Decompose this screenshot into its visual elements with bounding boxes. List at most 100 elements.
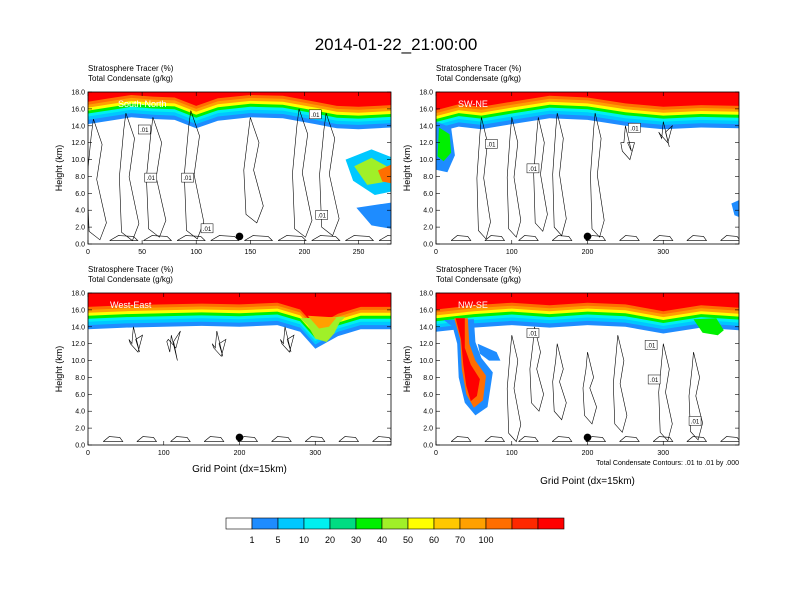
colorbar-label: 20 bbox=[325, 535, 335, 545]
condensate-contour-1 bbox=[506, 335, 522, 443]
x-tick-label: 250 bbox=[353, 249, 365, 256]
tracer-patch-green bbox=[693, 318, 724, 336]
panel-subtitle-condensate: Total Condensate (g/kg) bbox=[88, 275, 173, 284]
plot-frame bbox=[87, 91, 392, 245]
contour-label-box bbox=[647, 374, 661, 385]
contour-label: .01 bbox=[529, 332, 538, 338]
y-tick-label: 2.0 bbox=[423, 225, 433, 232]
y-tick-label: 8.0 bbox=[423, 375, 433, 382]
tracer-patch-blue-right bbox=[731, 200, 739, 217]
colorbar-label: 50 bbox=[403, 535, 413, 545]
colorbar-swatch bbox=[537, 517, 565, 530]
colorbar-label: 10 bbox=[299, 535, 309, 545]
panel-subtitle-condensate: Total Condensate (g/kg) bbox=[88, 74, 173, 83]
y-tick-label: 6.0 bbox=[423, 191, 433, 198]
direction-label: NW-SE bbox=[458, 300, 488, 310]
low-cloud-contour bbox=[378, 235, 391, 241]
y-tick-label: 4.0 bbox=[75, 208, 85, 215]
y-tick-label: 6.0 bbox=[75, 392, 85, 399]
x-axis-label: Grid Point (dx=15km) bbox=[192, 464, 287, 475]
panel-south-north: Stratosphere Tracer (%)Total Condensate … bbox=[54, 64, 392, 256]
colorbar-label: 5 bbox=[275, 535, 280, 545]
colorbar-label: 60 bbox=[429, 535, 439, 545]
colorbar-swatch bbox=[459, 517, 487, 530]
contour-label-box bbox=[628, 123, 641, 133]
x-tick-label: 300 bbox=[657, 450, 669, 457]
colorbar-swatch bbox=[511, 517, 539, 530]
colorbar-swatch bbox=[277, 517, 305, 530]
x-axis-label: Grid Point (dx=15km) bbox=[540, 476, 635, 487]
y-tick-label: 8.0 bbox=[423, 174, 433, 181]
y-tick-label: 0.0 bbox=[423, 443, 433, 450]
tracer-patch-green bbox=[300, 316, 346, 342]
tracer-band-8 bbox=[436, 293, 739, 312]
colorbar-label: 100 bbox=[478, 535, 493, 545]
direction-label: SW-NE bbox=[458, 99, 488, 109]
y-tick-label: 14.0 bbox=[71, 324, 85, 331]
y-tick-label: 10.0 bbox=[419, 358, 433, 365]
condensate-contour-4 bbox=[183, 110, 205, 240]
contour-label-box bbox=[138, 124, 151, 135]
contour-label: .01 bbox=[647, 343, 656, 349]
plot-area bbox=[436, 293, 739, 445]
contour-label-box bbox=[181, 172, 194, 183]
contour-label-box bbox=[315, 210, 328, 220]
panel-subtitle-tracer: Stratosphere Tracer (%) bbox=[436, 64, 522, 73]
contour-label: .01 bbox=[203, 227, 212, 233]
condensate-contour-3 bbox=[533, 117, 548, 232]
panel-west-east: Stratosphere Tracer (%)Total Condensate … bbox=[54, 265, 392, 475]
colorbar: 1 5 10 20 30 40 50 60 70 100 bbox=[225, 517, 565, 545]
panel-subtitle-tracer: Stratosphere Tracer (%) bbox=[88, 265, 174, 274]
y-tick-label: 10.0 bbox=[419, 157, 433, 164]
colorbar-swatch bbox=[355, 517, 383, 530]
condensate-contour-5 bbox=[612, 335, 628, 433]
x-tick-label: 200 bbox=[582, 450, 594, 457]
low-cloud-contour bbox=[686, 235, 708, 241]
panel-nw-se: Stratosphere Tracer (%)Total Condensate … bbox=[402, 265, 740, 487]
y-tick-label: 18.0 bbox=[419, 291, 433, 298]
condensate-contour-3 bbox=[211, 330, 227, 357]
y-tick-label: 0.0 bbox=[75, 242, 85, 249]
low-cloud-contour bbox=[210, 235, 240, 241]
contour-footnote: Total Condensate Contours: .01 to .01 by… bbox=[596, 460, 739, 467]
x-tick-label: 100 bbox=[506, 249, 518, 256]
low-cloud-contour bbox=[203, 436, 225, 442]
low-cloud-contour bbox=[103, 436, 124, 442]
y-tick-label: 16.0 bbox=[71, 106, 85, 113]
low-cloud-contour bbox=[311, 235, 341, 241]
low-cloud-contour bbox=[136, 436, 158, 442]
low-cloud-contour bbox=[484, 436, 506, 442]
condensate-contour-5 bbox=[243, 117, 264, 224]
low-cloud-contour bbox=[619, 235, 640, 241]
contour-label: .01 bbox=[529, 167, 538, 173]
y-tick-label: 8.0 bbox=[75, 174, 85, 181]
y-axis-label: Height (km) bbox=[54, 346, 64, 393]
direction-label: West-East bbox=[110, 300, 152, 310]
tracer-patch-green bbox=[354, 157, 387, 185]
contour-label-box bbox=[526, 328, 540, 338]
x-tick-label: 300 bbox=[309, 450, 321, 457]
x-tick-label: 0 bbox=[434, 249, 438, 256]
colorbar-swatch bbox=[381, 517, 409, 530]
condensate-contour-6 bbox=[658, 343, 673, 442]
tracer-band-8 bbox=[436, 92, 739, 111]
low-cloud-contour bbox=[686, 436, 708, 442]
colorbar-swatch bbox=[485, 517, 513, 530]
low-cloud-contour bbox=[304, 436, 326, 442]
contour-label: .01 bbox=[147, 176, 156, 182]
low-cloud-contour bbox=[170, 436, 191, 442]
condensate-contour-2 bbox=[529, 326, 544, 412]
tracer-band-8 bbox=[88, 92, 391, 107]
low-cloud-contour bbox=[176, 235, 206, 241]
location-marker bbox=[235, 433, 244, 442]
y-tick-label: 4.0 bbox=[423, 208, 433, 215]
y-tick-label: 12.0 bbox=[71, 341, 85, 348]
condensate-contour-4 bbox=[582, 352, 597, 425]
location-marker bbox=[235, 232, 244, 241]
x-tick-label: 0 bbox=[434, 450, 438, 457]
colorbar-swatch bbox=[225, 517, 253, 530]
colorbar-swatch bbox=[433, 517, 461, 530]
x-tick-label: 0 bbox=[86, 450, 90, 457]
location-marker bbox=[583, 232, 592, 241]
x-tick-label: 50 bbox=[138, 249, 146, 256]
